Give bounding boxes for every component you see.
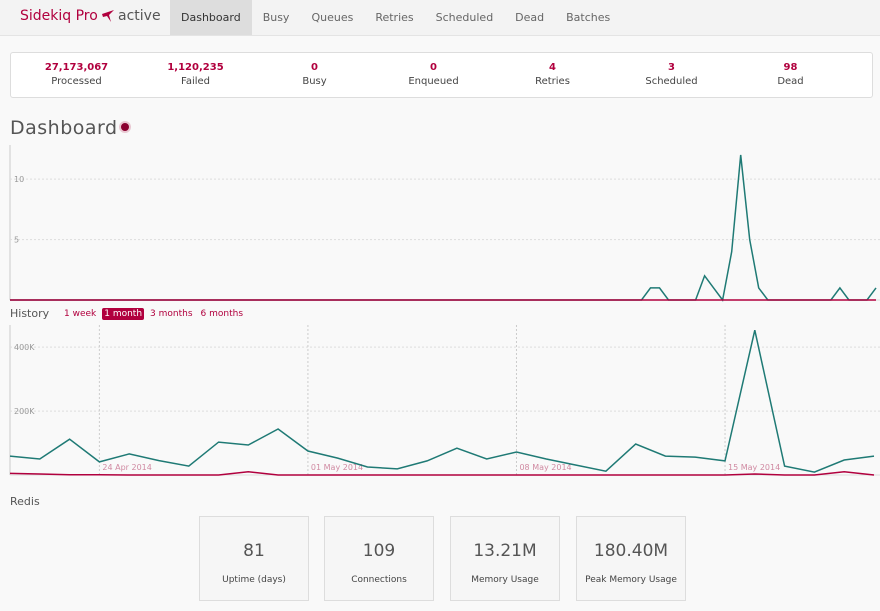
stat[interactable]: 4 Retries: [493, 53, 612, 97]
redis-stat: 109 Connections: [324, 516, 434, 601]
y-tick-label: 200K: [14, 407, 35, 416]
history-title: History: [10, 307, 50, 320]
y-tick-label: 5: [14, 236, 19, 245]
x-tick-label: 24 Apr 2014: [102, 463, 151, 472]
history-chart: 200K 400K 24 Apr 2014 01 May 2014 08 May 201…: [9, 325, 880, 476]
series-line: [10, 154, 877, 302]
nav-link[interactable]: Dashboard: [170, 0, 252, 35]
stat-label: Enqueued: [408, 76, 459, 87]
x-tick-label: 15 May 2014: [728, 463, 780, 472]
x-tick-label: 08 May 2014: [519, 463, 571, 472]
page-title: Dashboard: [10, 117, 118, 139]
range-selector: 1 week 1 month 3 months 6 months: [62, 308, 245, 320]
stat[interactable]: 0 Enqueued: [374, 53, 493, 97]
stat-value: 3: [668, 62, 675, 73]
nav-link[interactable]: Retries: [375, 11, 414, 24]
stat-label: Failed: [180, 76, 211, 87]
range-button[interactable]: 6 months: [200, 309, 244, 319]
redis-label: Peak Memory Usage: [585, 575, 677, 585]
x-tick-label: 01 May 2014: [311, 463, 363, 472]
stat[interactable]: 98 Dead: [731, 53, 850, 97]
y-tick-label: 10: [14, 175, 24, 184]
series-line: [9, 471, 875, 476]
range-button[interactable]: 1 week: [64, 309, 97, 319]
redis-value: 180.40M: [593, 541, 669, 561]
stat-label: Retries: [535, 76, 570, 87]
redis-label: Connections: [351, 575, 407, 585]
nav-link[interactable]: Scheduled: [435, 11, 494, 24]
stat[interactable]: 3 Scheduled: [612, 53, 731, 97]
stat-value: 0: [311, 62, 318, 73]
realtime-chart: 5 10: [9, 145, 880, 302]
nav-link[interactable]: Queues: [311, 11, 354, 24]
stat-label: Processed: [51, 76, 102, 87]
live-indicator: [121, 123, 129, 131]
stat[interactable]: 0 Busy: [255, 53, 374, 97]
stat[interactable]: 27,173,067 Processed: [17, 53, 136, 97]
stat-value: 0: [430, 62, 437, 73]
nav-link[interactable]: Batches: [566, 11, 611, 24]
stat-value: 98: [783, 62, 798, 73]
brand[interactable]: Sidekiq Pro: [20, 8, 98, 24]
series-line: [9, 330, 875, 473]
summary: 27,173,067 Processed 1,120,235 Failed 0 Bus…: [10, 52, 873, 98]
redis-title: Redis: [10, 495, 40, 508]
stat-value: 4: [549, 62, 556, 73]
nav-link[interactable]: Dead: [515, 11, 545, 24]
redis-stat: 81 Uptime (days): [199, 516, 309, 601]
nav-links: Dashboard Busy Queues Retries Scheduled …: [170, 0, 621, 35]
range-button[interactable]: 1 month: [102, 308, 145, 320]
redis-label: Uptime (days): [222, 575, 286, 585]
stat-label: Scheduled: [645, 76, 698, 87]
redis-stat: 180.40M Peak Memory Usage: [576, 516, 686, 601]
nav-link[interactable]: Busy: [262, 11, 290, 24]
redis-value: 13.21M: [473, 541, 537, 561]
stat-label: Dead: [777, 76, 804, 87]
navbar: Sidekiq Pro active Dashboard Busy Queues…: [0, 0, 880, 36]
redis-stat: 13.21M Memory Usage: [450, 516, 560, 601]
stat-value: 1,120,235: [167, 62, 224, 73]
stat-label: Busy: [302, 76, 327, 87]
range-button[interactable]: 3 months: [150, 309, 193, 319]
y-tick-label: 400K: [14, 343, 35, 352]
redis-value: 81: [243, 541, 265, 561]
redis-value: 109: [362, 541, 396, 561]
status: active: [118, 8, 161, 24]
logo: [102, 10, 114, 22]
stat[interactable]: 1,120,235 Failed: [136, 53, 255, 97]
stat-value: 27,173,067: [44, 62, 109, 73]
redis-label: Memory Usage: [471, 575, 539, 585]
